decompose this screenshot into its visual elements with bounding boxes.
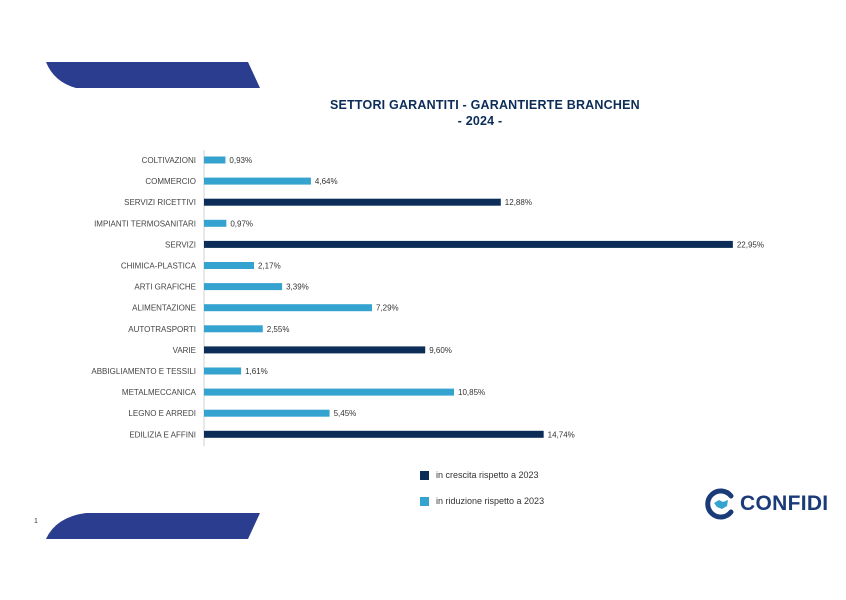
category-label-varie: VARIE	[173, 346, 196, 355]
bar-impianti-termosanitari	[204, 219, 227, 227]
bar-autotrasporti	[204, 325, 263, 333]
category-label-coltivazioni: COLTIVAZIONI	[142, 156, 196, 165]
category-label-abbigliamento-e-tessili: ABBIGLIAMENTO E TESSILI	[91, 367, 196, 376]
bar-abbigliamento-e-tessili	[204, 367, 242, 375]
category-label-commercio: COMMERCIO	[145, 177, 196, 186]
legend-swatch-growth	[420, 470, 429, 480]
value-label-abbigliamento-e-tessili: 1,61%	[245, 367, 268, 376]
bar-legno-e-arredi	[204, 409, 330, 417]
chart-title-line1: SETTORI GARANTITI - GARANTIERTE BRANCHEN	[330, 98, 640, 112]
value-label-arti-grafiche: 3,39%	[286, 283, 309, 292]
category-label-servizi-ricettivi: SERVIZI RICETTIVI	[124, 198, 196, 207]
legend: in crescita rispetto a 2023 in riduzione…	[420, 468, 544, 520]
category-label-chimica-plastica: CHIMICA-PLASTICA	[121, 262, 197, 271]
category-label-servizi: SERVIZI	[165, 240, 196, 249]
bar-varie	[204, 346, 426, 354]
value-label-varie: 9,60%	[429, 346, 452, 355]
category-label-edilizia-e-affini: EDILIZIA E AFFINI	[129, 430, 196, 439]
decorative-banner-top	[46, 62, 260, 88]
value-label-servizi: 22,95%	[737, 240, 764, 249]
bar-servizi	[204, 240, 733, 248]
value-label-alimentazione: 7,29%	[376, 304, 399, 313]
category-label-autotrasporti: AUTOTRASPORTI	[128, 325, 196, 334]
bar-metalmeccanica	[204, 388, 455, 396]
bar-coltivazioni	[204, 156, 226, 164]
bar-servizi-ricettivi	[204, 198, 501, 206]
legend-label-reduction: in riduzione rispetto a 2023	[436, 496, 545, 506]
value-label-metalmeccanica: 10,85%	[458, 388, 485, 397]
value-label-impianti-termosanitari: 0,97%	[230, 219, 253, 228]
confidi-logo-icon	[705, 488, 734, 520]
category-label-legno-e-arredi: LEGNO E ARREDI	[128, 409, 196, 418]
decorative-banner-bottom	[46, 513, 260, 539]
page-number: 1	[34, 518, 38, 525]
legend-item-growth: in crescita rispetto a 2023	[420, 468, 544, 482]
confidi-logo: CONFIDI	[705, 488, 828, 520]
confidi-logo-text: CONFIDI	[740, 492, 829, 515]
value-label-commercio: 4,64%	[315, 177, 338, 186]
value-label-legno-e-arredi: 5,45%	[334, 409, 357, 418]
legend-swatch-reduction	[420, 496, 429, 506]
category-label-alimentazione: ALIMENTAZIONE	[132, 304, 196, 313]
chart-title: SETTORI GARANTITI - GARANTIERTE BRANCHEN…	[330, 97, 640, 129]
bar-alimentazione	[204, 304, 372, 312]
value-label-autotrasporti: 2,55%	[267, 325, 290, 334]
value-label-chimica-plastica: 2,17%	[258, 262, 281, 271]
bar-edilizia-e-affini	[204, 430, 544, 438]
value-label-coltivazioni: 0,93%	[229, 156, 252, 165]
category-label-impianti-termosanitari: IMPIANTI TERMOSANITARI	[94, 219, 196, 228]
legend-item-reduction: in riduzione rispetto a 2023	[420, 494, 544, 508]
value-label-servizi-ricettivi: 12,88%	[505, 198, 532, 207]
category-label-arti-grafiche: ARTI GRAFICHE	[134, 283, 196, 292]
category-label-metalmeccanica: METALMECCANICA	[122, 388, 197, 397]
chart-title-line2: - 2024 -	[457, 114, 503, 128]
bar-commercio	[204, 177, 311, 185]
value-label-edilizia-e-affini: 14,74%	[548, 430, 575, 439]
bar-arti-grafiche	[204, 283, 283, 291]
bar-chimica-plastica	[204, 262, 255, 269]
legend-label-growth: in crescita rispetto a 2023	[436, 470, 539, 480]
